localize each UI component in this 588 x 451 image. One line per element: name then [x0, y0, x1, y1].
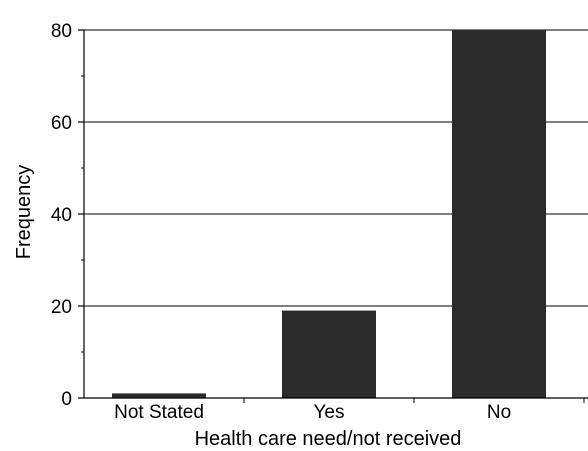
x-tick-label: No: [487, 402, 511, 423]
y-tick-label: 0: [61, 389, 72, 410]
bar-yes: [282, 310, 376, 398]
bar-no: [452, 30, 546, 398]
bars: [112, 30, 546, 398]
x-tick-label: Yes: [314, 402, 345, 423]
x-axis-title: Health care need/not received: [195, 428, 462, 450]
y-tick-label: 60: [51, 113, 72, 134]
x-ticks: Not Stated Yes No: [114, 398, 585, 423]
bar-not-stated: [112, 393, 206, 398]
y-tick-label: 20: [51, 297, 72, 318]
y-tick-label: 80: [51, 21, 72, 42]
y-tick-label: 40: [51, 205, 72, 226]
y-axis-title: Frequency: [13, 165, 35, 260]
y-ticks: 0 20 40 60 80: [51, 21, 84, 410]
x-tick-label: Not Stated: [114, 402, 204, 423]
